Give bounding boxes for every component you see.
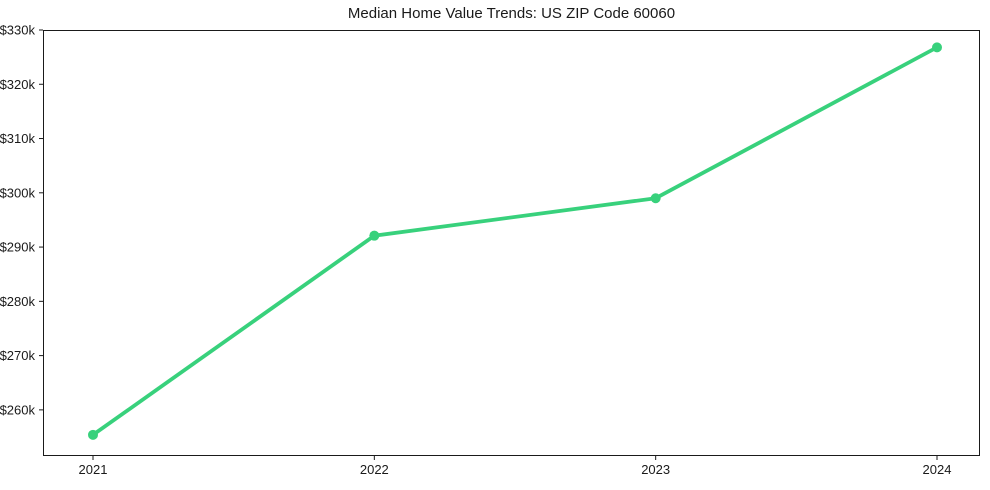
- y-tick-label: $330k: [0, 23, 35, 38]
- x-tick-label: 2023: [641, 462, 670, 477]
- plot-border: [43, 30, 980, 456]
- y-tick-label: $290k: [0, 240, 35, 255]
- x-tick-label: 2024: [923, 462, 952, 477]
- y-tick-label: $320k: [0, 77, 35, 92]
- data-point-marker: [932, 42, 942, 53]
- x-tick-label: 2021: [79, 462, 108, 477]
- y-tick-label: $300k: [0, 185, 35, 200]
- data-point-marker: [369, 230, 380, 241]
- chart-title: Median Home Value Trends: US ZIP Code 60…: [347, 5, 676, 22]
- x-tick-label: 2022: [360, 462, 389, 477]
- data-point-marker: [88, 429, 98, 440]
- trend-line: [91, 45, 939, 437]
- y-tick-label: $260k: [0, 402, 35, 417]
- y-tick-label: $310k: [0, 131, 35, 146]
- y-tick-label: $280k: [0, 294, 35, 309]
- data-point-marker: [650, 193, 661, 204]
- y-tick-label: $270k: [0, 348, 35, 363]
